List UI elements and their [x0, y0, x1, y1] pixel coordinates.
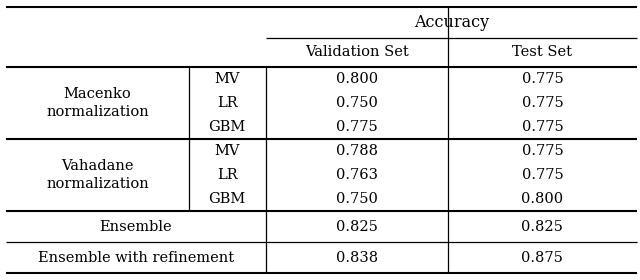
- Text: 0.750: 0.750: [336, 192, 378, 206]
- Text: 0.825: 0.825: [336, 220, 378, 234]
- Text: GBM: GBM: [209, 192, 246, 206]
- Text: 0.800: 0.800: [522, 192, 563, 206]
- Text: Vahadane
normalization: Vahadane normalization: [46, 159, 149, 191]
- Text: 0.775: 0.775: [522, 96, 563, 110]
- Text: 0.775: 0.775: [522, 144, 563, 158]
- Text: GBM: GBM: [209, 120, 246, 134]
- Text: 0.788: 0.788: [336, 144, 378, 158]
- Text: MV: MV: [214, 144, 240, 158]
- Text: 0.800: 0.800: [336, 72, 378, 86]
- Text: 0.825: 0.825: [522, 220, 563, 234]
- Text: Accuracy: Accuracy: [413, 14, 489, 31]
- Text: 0.763: 0.763: [336, 168, 378, 182]
- Text: LR: LR: [217, 96, 237, 110]
- Text: Ensemble with refinement: Ensemble with refinement: [38, 251, 234, 265]
- Text: MV: MV: [214, 72, 240, 86]
- Text: 0.775: 0.775: [522, 120, 563, 134]
- Text: LR: LR: [217, 168, 237, 182]
- Text: Validation Set: Validation Set: [305, 45, 409, 60]
- Text: Test Set: Test Set: [513, 45, 572, 60]
- Text: 0.875: 0.875: [522, 251, 563, 265]
- Text: 0.775: 0.775: [522, 168, 563, 182]
- Text: Macenko
normalization: Macenko normalization: [46, 87, 149, 119]
- Text: 0.838: 0.838: [336, 251, 378, 265]
- Text: Ensemble: Ensemble: [100, 220, 172, 234]
- Text: 0.775: 0.775: [336, 120, 378, 134]
- Text: 0.775: 0.775: [522, 72, 563, 86]
- Text: 0.750: 0.750: [336, 96, 378, 110]
